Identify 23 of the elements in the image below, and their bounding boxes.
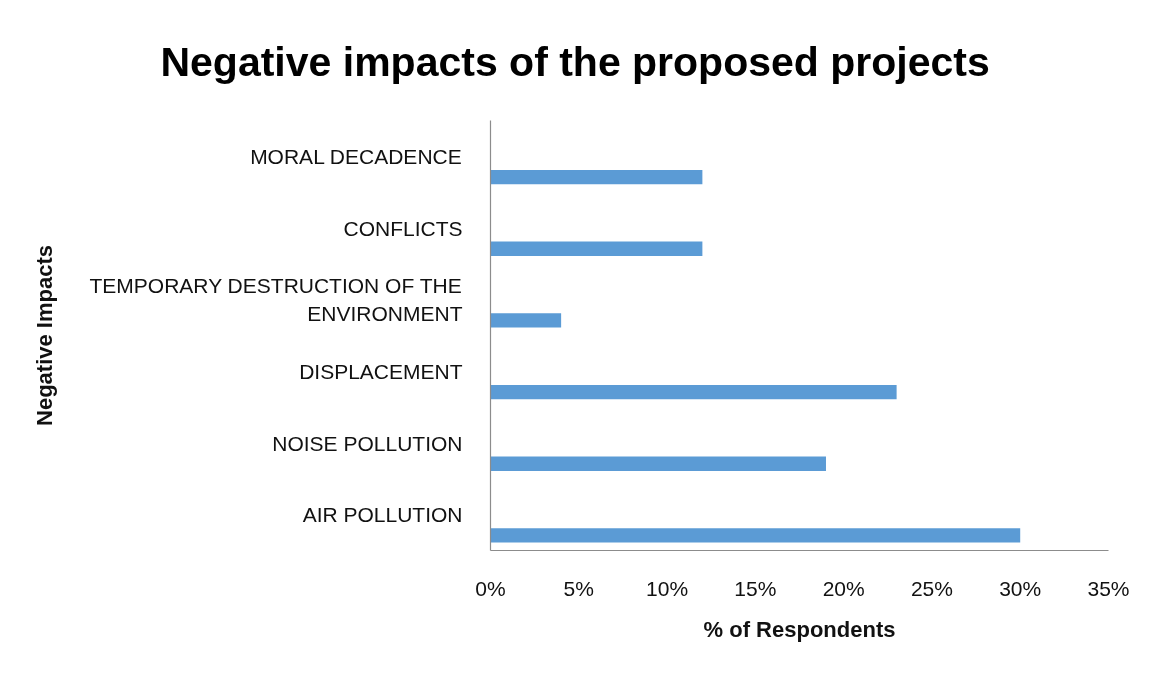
bar xyxy=(490,528,1021,543)
x-tick-label: 35% xyxy=(1087,576,1130,600)
y-tick-label: MORAL DECADENCE xyxy=(250,144,462,168)
x-tick-label: 10% xyxy=(646,576,689,600)
x-tick-label: 30% xyxy=(999,576,1042,600)
y-tick-label: NOISE POLLUTION xyxy=(272,431,463,455)
x-tick-label: 15% xyxy=(734,576,777,600)
x-tick-label: 25% xyxy=(910,576,953,600)
y-tick-label: AIR POLLUTION xyxy=(302,503,463,527)
x-tick-label: 20% xyxy=(822,576,865,600)
bar xyxy=(490,456,826,471)
bar xyxy=(490,313,562,328)
chart-title: Negative impacts of the proposed projects xyxy=(160,38,990,85)
bar xyxy=(490,384,897,400)
x-tick-label: 5% xyxy=(563,576,594,600)
y-tick-label: TEMPORARY DESTRUCTION OF THE ENVIRONMENT xyxy=(89,274,463,325)
y-axis-title: Negative Impacts xyxy=(31,245,57,426)
bar xyxy=(490,169,703,185)
y-tick-label: CONFLICTS xyxy=(343,216,463,240)
x-tick-label: 0% xyxy=(475,576,506,600)
bar xyxy=(490,241,703,256)
y-tick-label: DISPLACEMENT xyxy=(299,359,463,383)
x-axis-title: % of Respondents xyxy=(703,616,896,642)
